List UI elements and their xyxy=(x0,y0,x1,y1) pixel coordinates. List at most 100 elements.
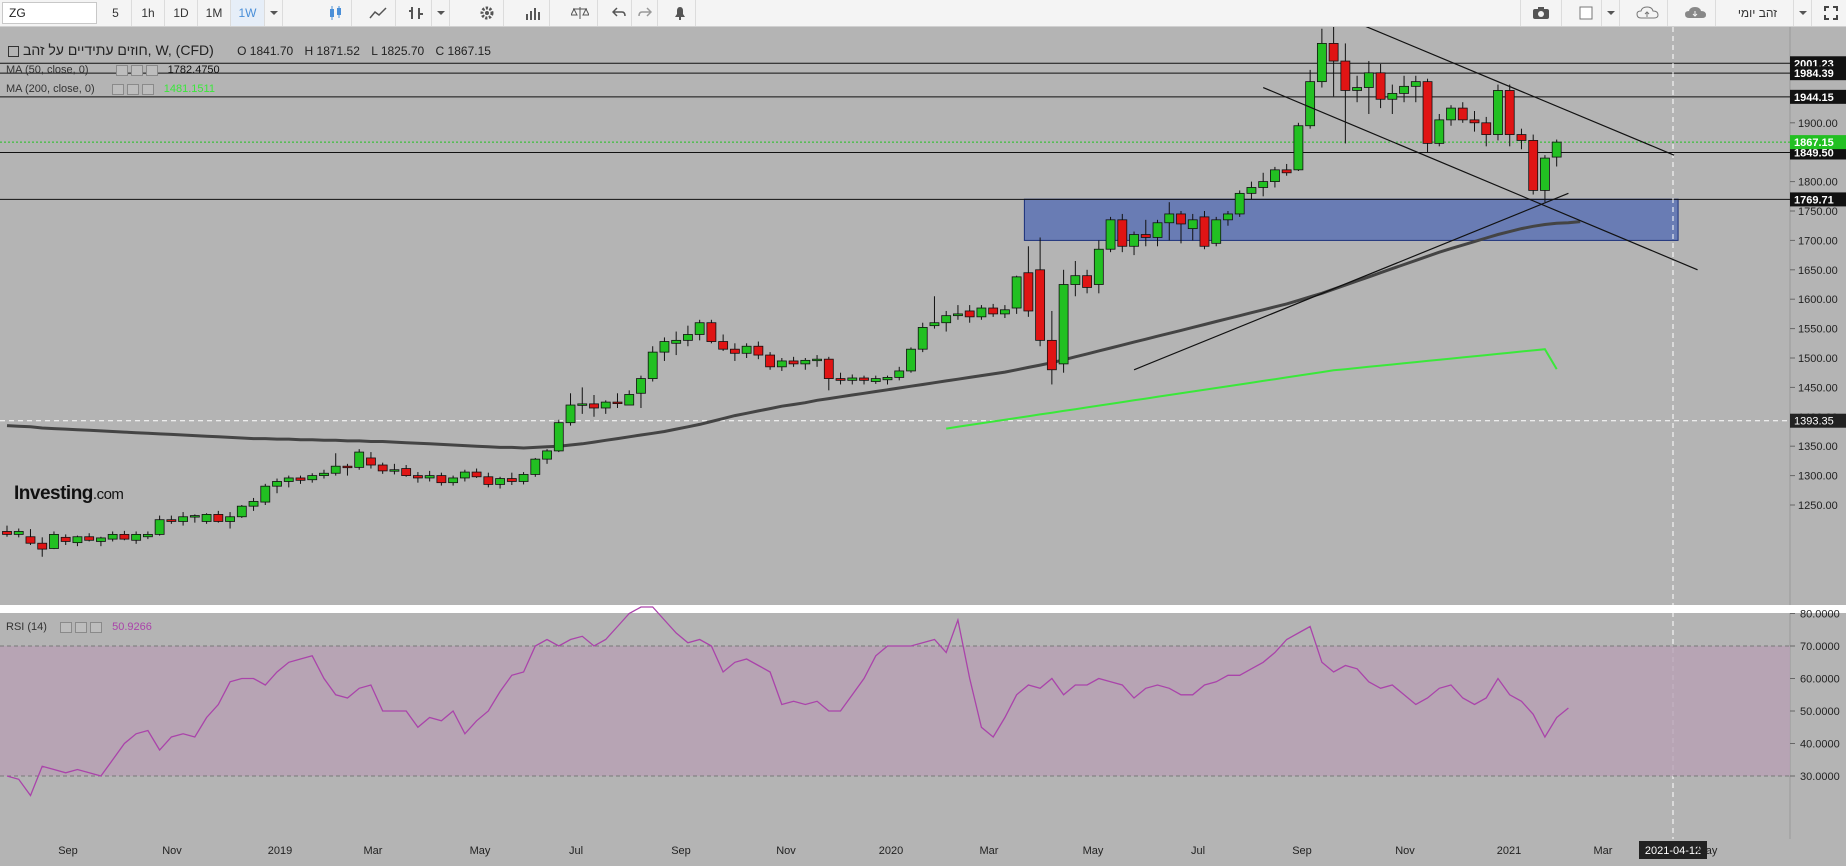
ma200-value: 1481.1511 xyxy=(163,83,215,95)
price-axis xyxy=(1790,27,1846,605)
crosshair-date-label: 2021-04-12 xyxy=(1645,845,1701,857)
interval-5-button[interactable]: 5 xyxy=(100,0,132,26)
candle xyxy=(1129,231,1139,256)
candle-body xyxy=(1140,234,1151,238)
price-tick-label: 1700.00 xyxy=(1798,235,1838,247)
bell-icon xyxy=(674,7,685,20)
candle-body xyxy=(542,450,552,460)
candle-body xyxy=(1058,284,1069,365)
rsi-line xyxy=(6,606,1569,797)
candle-body xyxy=(823,358,834,379)
candle xyxy=(260,483,271,505)
candle-body xyxy=(436,475,447,484)
crosshair-price-label: 1393.35 xyxy=(1794,416,1834,428)
saved-chart-dropdown[interactable] xyxy=(1794,0,1812,26)
candle-body xyxy=(1234,192,1245,215)
gear-icon xyxy=(480,6,493,20)
candle-body xyxy=(389,469,400,472)
candle xyxy=(835,372,846,385)
rsi-axis xyxy=(1790,613,1846,839)
ma200-settings-icons[interactable] xyxy=(111,83,157,95)
symbol-input[interactable]: ZG xyxy=(2,2,97,24)
alert-button[interactable] xyxy=(664,0,696,26)
candle-body xyxy=(765,354,775,368)
interval-1d-button[interactable]: 1D xyxy=(165,0,198,26)
draw-tools-button[interactable] xyxy=(400,0,432,26)
saved-chart-name[interactable]: זהב יומי xyxy=(1722,0,1794,26)
rsi-tick-label: 80.0000 xyxy=(1800,609,1840,621)
candle-body xyxy=(741,345,752,354)
candle-body xyxy=(906,348,916,372)
interval-1w-button[interactable]: 1W xyxy=(231,0,265,26)
time-axis-label: Mar xyxy=(1594,845,1613,857)
price-chart[interactable]: 30.0000 40.0000 50.0000 60.0000 70.0000 80.00… xyxy=(0,27,1846,866)
candle xyxy=(107,531,118,542)
rsi-tick-label: 60.0000 xyxy=(1800,674,1840,686)
interval-1h-button[interactable]: 1h xyxy=(132,0,165,26)
indicators-button[interactable] xyxy=(360,0,396,26)
candle-style-button[interactable] xyxy=(318,0,352,26)
candle-body xyxy=(870,378,881,382)
cloud-load-button[interactable] xyxy=(1676,0,1716,26)
rsi-label: RSI (14) xyxy=(6,621,47,633)
settings-button[interactable] xyxy=(470,0,504,26)
candle-body xyxy=(72,536,83,544)
candle xyxy=(870,375,881,384)
candle-body xyxy=(1516,134,1527,141)
studies-button[interactable] xyxy=(516,0,550,26)
time-axis-label: Jul xyxy=(569,845,583,857)
candle-body xyxy=(483,476,494,485)
candle-body xyxy=(1000,309,1010,315)
draw-tools-dropdown[interactable] xyxy=(432,0,450,26)
collapse-icon[interactable] xyxy=(8,46,19,58)
candle-body xyxy=(589,403,599,409)
interval-dropdown-button[interactable] xyxy=(265,0,283,26)
background-button[interactable] xyxy=(1570,0,1602,26)
candle xyxy=(295,475,306,484)
price-tick-label: 1500.00 xyxy=(1798,353,1838,365)
candle-body xyxy=(1305,81,1316,127)
candle xyxy=(25,529,36,545)
candle-body xyxy=(1457,107,1468,121)
candle xyxy=(729,343,740,361)
undo-button[interactable] xyxy=(606,0,632,26)
candle-body xyxy=(565,404,576,424)
candle xyxy=(72,535,83,547)
level-price-label: 1944.15 xyxy=(1794,92,1834,104)
interval-1m-button[interactable]: 1M xyxy=(198,0,231,26)
candle-body xyxy=(2,531,12,535)
screenshot-button[interactable] xyxy=(1520,0,1562,26)
candle xyxy=(1023,246,1034,317)
current-price-label: 1867.15 xyxy=(1794,137,1834,149)
candle-body xyxy=(213,514,224,522)
candle xyxy=(142,531,153,540)
candle-body xyxy=(1223,213,1233,221)
fullscreen-icon xyxy=(1824,6,1838,20)
candle-body xyxy=(1246,187,1257,194)
candle-body xyxy=(25,536,36,544)
candle-body xyxy=(1363,72,1374,88)
time-axis-label: Jul xyxy=(1191,845,1205,857)
redo-button[interactable] xyxy=(632,0,658,26)
candle xyxy=(1481,116,1492,147)
candle xyxy=(636,375,646,408)
ma50-settings-icons[interactable] xyxy=(115,64,161,76)
price-tick-label: 1450.00 xyxy=(1798,382,1838,394)
candle-body xyxy=(1316,43,1327,83)
candle-body xyxy=(1023,272,1034,312)
compare-button[interactable] xyxy=(562,0,598,26)
candle xyxy=(1187,213,1198,241)
candle-body xyxy=(272,481,282,487)
candle-body xyxy=(1352,87,1362,91)
cloud-save-button[interactable] xyxy=(1628,0,1668,26)
candle xyxy=(342,463,353,476)
candle xyxy=(213,510,224,523)
candle xyxy=(565,393,576,426)
rsi-settings-icons[interactable] xyxy=(60,621,105,633)
candle-body xyxy=(131,533,142,541)
background-dropdown[interactable] xyxy=(1602,0,1620,26)
candle xyxy=(1422,78,1433,153)
rsi-tick-label: 40.0000 xyxy=(1800,739,1840,751)
fullscreen-button[interactable] xyxy=(1816,0,1846,26)
indicator-line-icon xyxy=(368,7,387,19)
